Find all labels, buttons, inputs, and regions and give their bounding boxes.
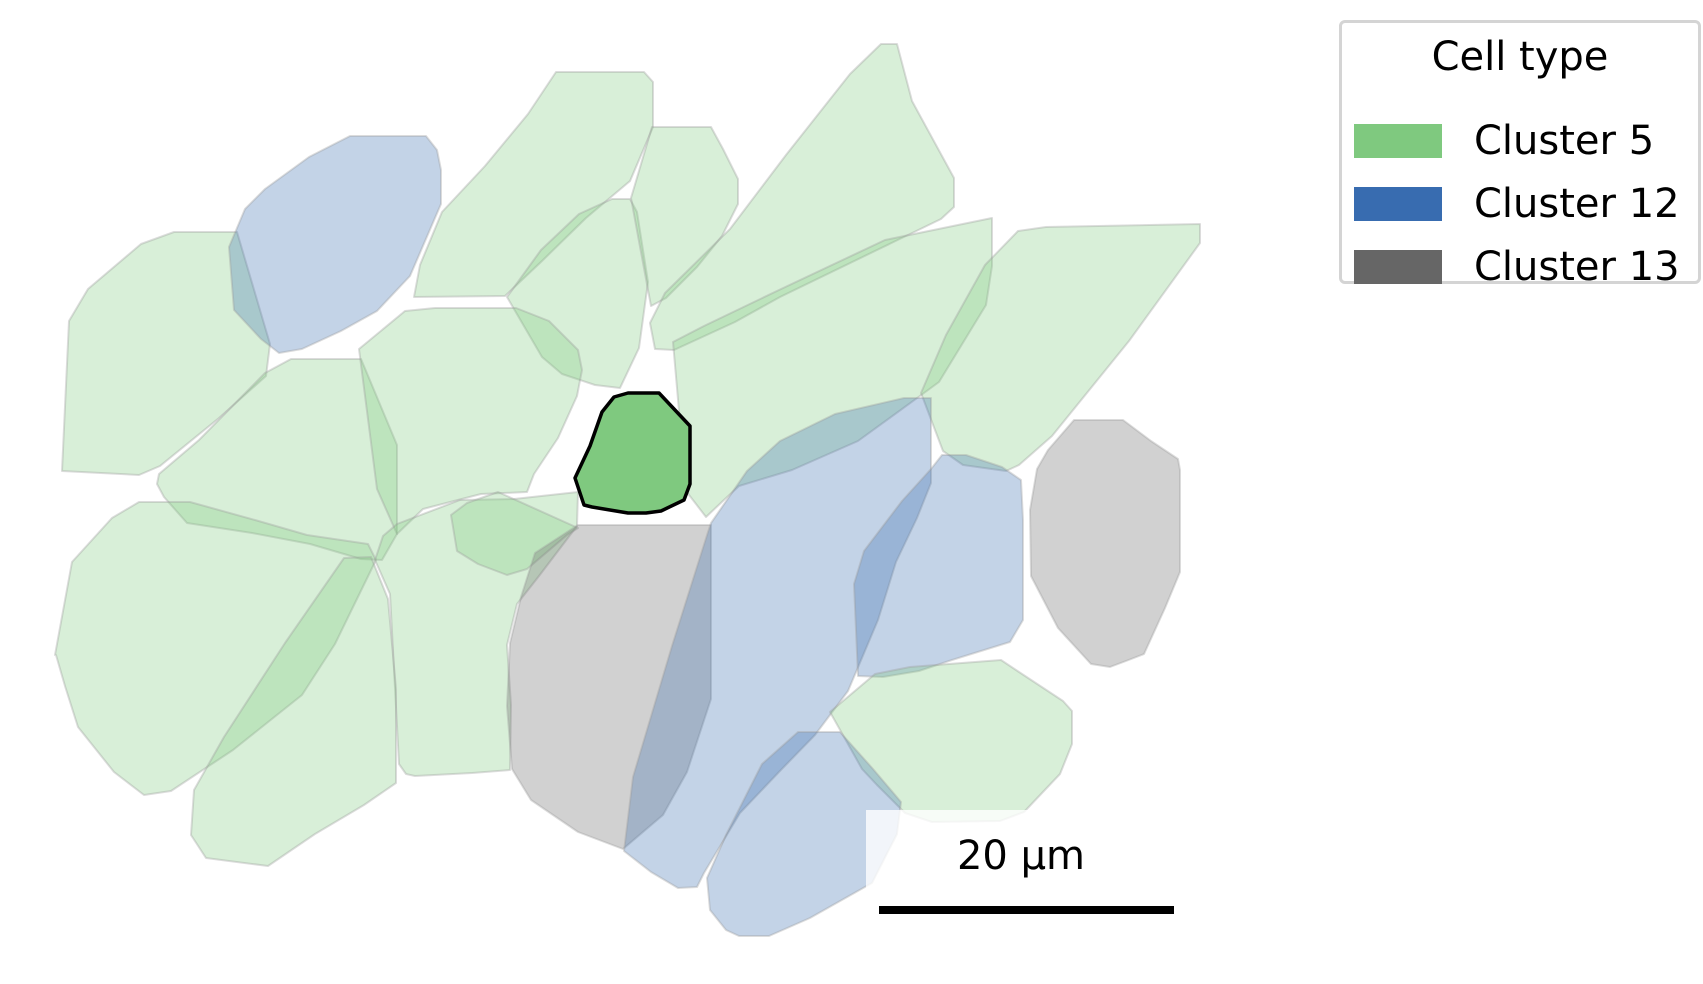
cell-polygon [228, 135, 442, 354]
cell-polygon [506, 524, 712, 850]
legend-item-cluster-13: Cluster 13 [1354, 243, 1680, 291]
cells-layer [54, 43, 1201, 937]
legend-swatch-cluster-5 [1354, 124, 1442, 158]
cell-polygon [54, 501, 377, 796]
cell-polygon [61, 231, 271, 476]
legend-title: Cell type [1431, 34, 1609, 80]
scale-bar-label: 20 µm [956, 833, 1086, 879]
legend-item-cluster-5: Cluster 5 [1354, 117, 1654, 165]
highlighted-cell [573, 391, 692, 515]
cell-polygon [853, 454, 1024, 678]
legend-label-cluster-5: Cluster 5 [1474, 118, 1655, 164]
cell-polygon [1029, 419, 1181, 668]
legend: Cell type Cluster 5 Cluster 12 Cluster 1… [1339, 20, 1701, 290]
legend-swatch-cluster-12 [1354, 187, 1442, 221]
cell-polygon [829, 659, 1073, 823]
cell-polygon [190, 556, 397, 867]
cell-polygon [623, 397, 932, 889]
scale-bar-line [879, 906, 1174, 914]
cell-polygon [156, 358, 398, 561]
legend-swatch-cluster-13 [1354, 250, 1442, 284]
cell-polygon [413, 71, 654, 298]
cell-polygon [450, 491, 579, 576]
cell-polygon [358, 307, 583, 535]
cell-polygon [506, 198, 649, 389]
cell-polygon [374, 491, 579, 777]
legend-item-cluster-12: Cluster 12 [1354, 180, 1680, 228]
cell-polygon [920, 223, 1201, 472]
cell-polygon [630, 126, 739, 307]
cell-polygon [649, 43, 955, 351]
scale-bar-background [866, 810, 1176, 918]
legend-label-cluster-12: Cluster 12 [1474, 181, 1680, 227]
cell-polygon [672, 217, 993, 518]
legend-label-cluster-13: Cluster 13 [1474, 244, 1680, 290]
